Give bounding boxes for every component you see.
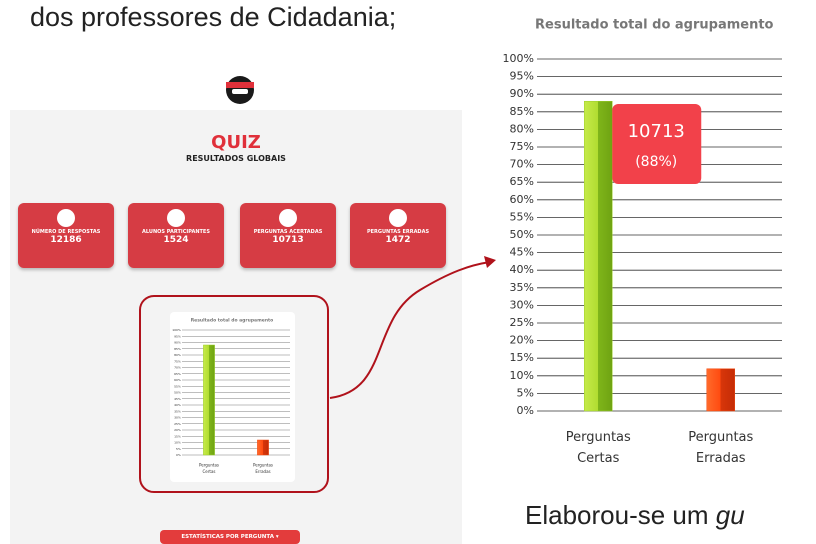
y-tick-label: 25%: [174, 422, 181, 426]
y-tick-label: 90%: [510, 87, 534, 100]
y-tick-label: 45%: [174, 397, 181, 401]
page: dos professores de Cidadania; QUIZ RESUL…: [0, 0, 816, 544]
y-tick-label: 5%: [517, 386, 534, 399]
y-tick-label: 85%: [510, 105, 534, 118]
arrow: [330, 262, 490, 398]
y-tick-label: 55%: [510, 210, 534, 223]
y-tick-label: 35%: [174, 409, 181, 413]
y-tick-label: 75%: [510, 140, 534, 153]
y-tick-label: 95%: [510, 70, 534, 83]
y-tick-label: 15%: [510, 351, 534, 364]
y-tick-label: 10%: [510, 369, 534, 382]
y-tick-label: 70%: [510, 158, 534, 171]
ninja-logo: [226, 76, 254, 104]
y-tick-label: 95%: [174, 334, 181, 338]
y-tick-label: 65%: [174, 372, 181, 376]
y-tick-label: 10%: [174, 441, 181, 445]
y-tick-label: 90%: [174, 341, 181, 345]
bar: [203, 345, 214, 455]
highlight-frame: [140, 296, 328, 492]
y-tick-label: 55%: [174, 384, 181, 388]
chart-title: Resultado total do agrupamento: [535, 18, 774, 33]
y-tick-label: 75%: [174, 359, 181, 363]
tooltip-count: 10713: [628, 121, 685, 142]
y-tick-label: 80%: [510, 122, 534, 135]
y-tick-label: 20%: [174, 428, 181, 432]
arrowhead: [484, 256, 496, 268]
y-tick-label: 50%: [174, 391, 181, 395]
y-tick-label: 60%: [510, 193, 534, 206]
y-tick-label: 30%: [174, 416, 181, 420]
y-tick-label: 0%: [517, 404, 534, 417]
y-tick-label: 40%: [174, 403, 181, 407]
charts: Resultado total do agrupamento 0% 5% 10% 15%…: [0, 0, 816, 544]
y-tick-label: 45%: [510, 246, 534, 259]
y-tick-label: 30%: [510, 298, 534, 311]
bar: [257, 440, 268, 455]
y-tick-label: 100%: [503, 52, 534, 65]
y-tick-label: 35%: [510, 281, 534, 294]
tooltip: [612, 104, 701, 184]
y-tick-label: 5%: [176, 447, 181, 451]
y-tick-label: 0%: [176, 453, 181, 457]
y-tick-label: 25%: [510, 316, 534, 329]
y-tick-label: 20%: [510, 334, 534, 347]
bar: [707, 369, 735, 411]
y-tick-label: 15%: [174, 434, 181, 438]
y-tick-label: 80%: [174, 353, 181, 357]
y-tick-label: 100%: [172, 328, 181, 332]
tooltip-percent: (88%): [635, 154, 677, 170]
bar: [584, 101, 612, 411]
y-tick-label: 60%: [174, 378, 181, 382]
chart-title: Resultado total do agrupamento: [191, 318, 274, 324]
y-tick-label: 40%: [510, 263, 534, 276]
y-tick-label: 65%: [510, 175, 534, 188]
y-tick-label: 50%: [510, 228, 534, 241]
y-tick-label: 70%: [174, 366, 181, 370]
y-tick-label: 85%: [174, 347, 181, 351]
